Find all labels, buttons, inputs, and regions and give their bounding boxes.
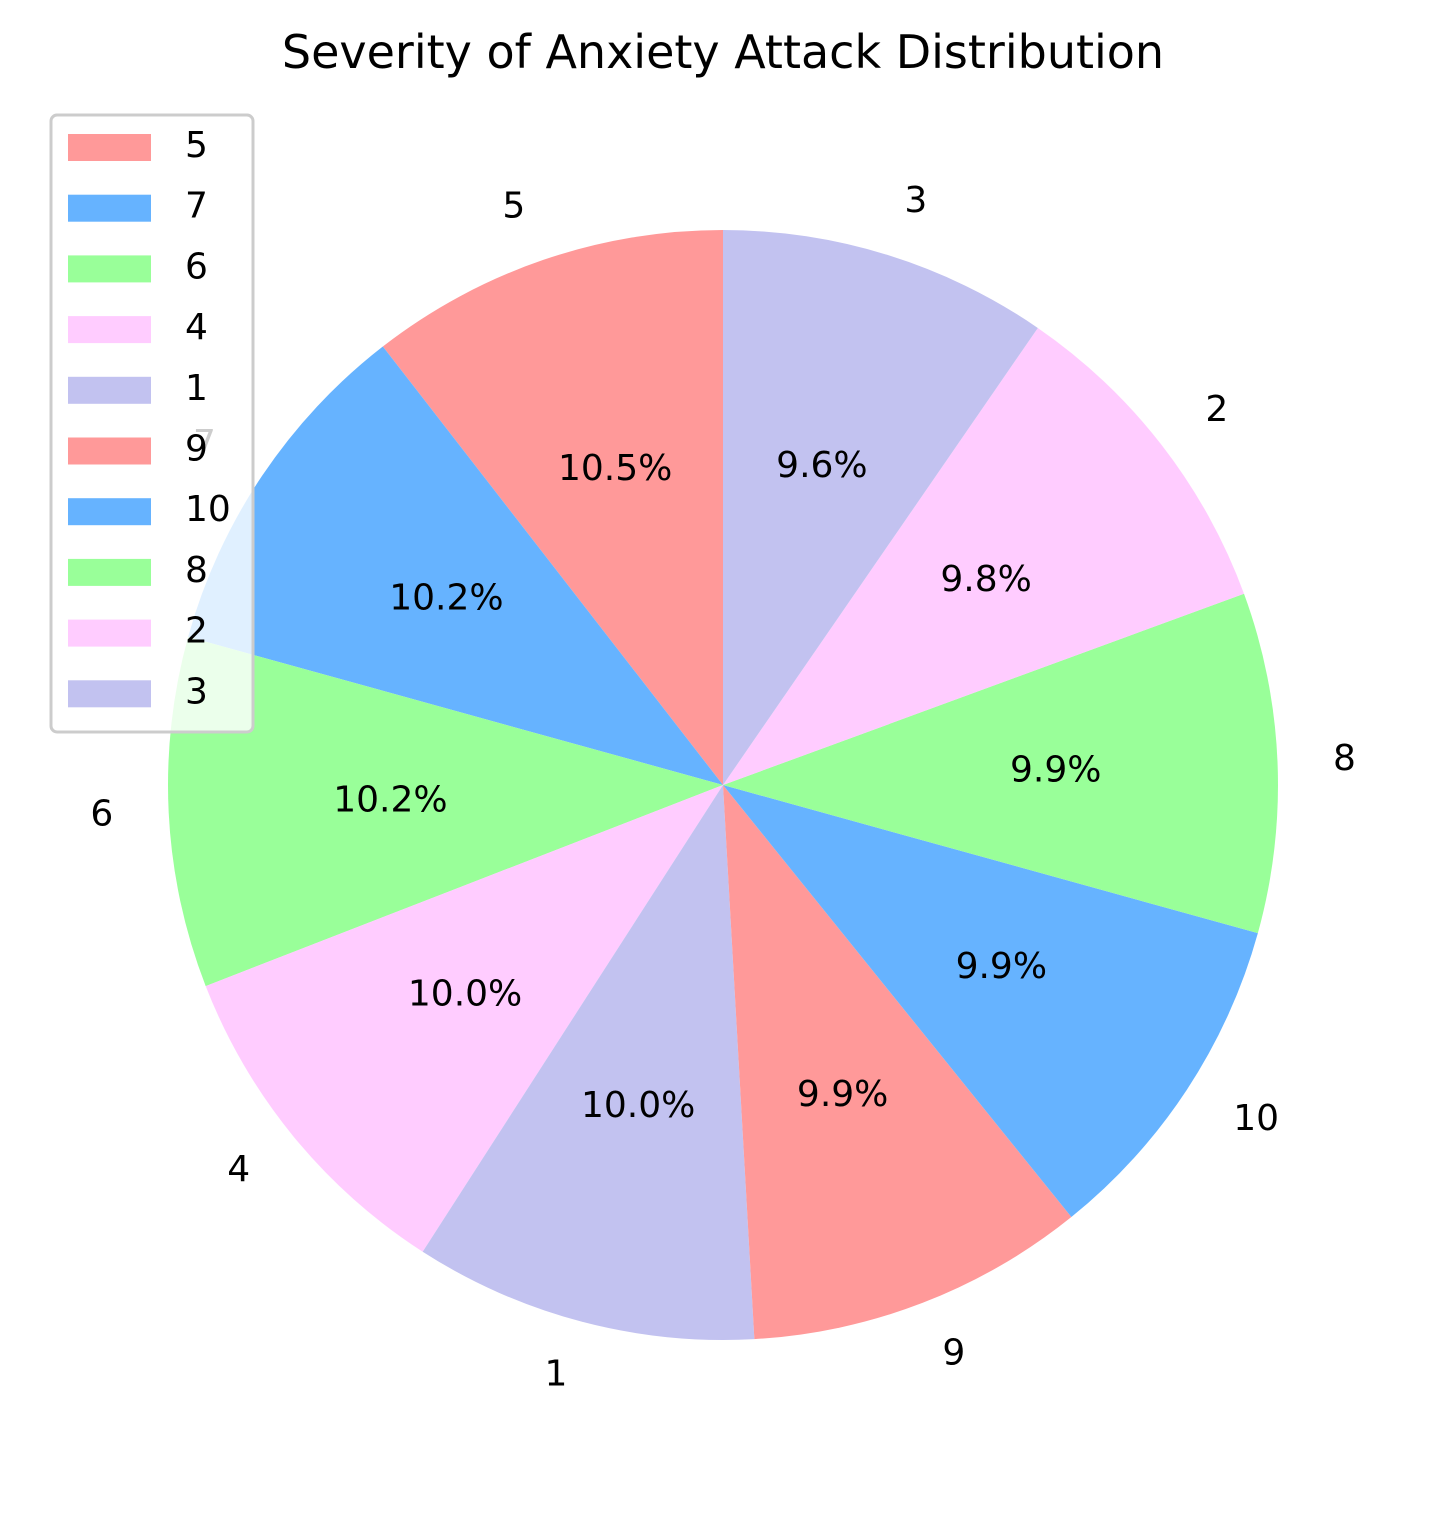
legend-label: 5 <box>185 125 208 166</box>
legend-swatch <box>68 376 151 404</box>
pie-slices <box>167 230 1278 1340</box>
legend-swatch <box>68 619 151 647</box>
legend-swatch <box>68 680 151 708</box>
legend-label: 2 <box>185 611 208 652</box>
pie-slice-6 <box>167 636 723 987</box>
pie-slice-10 <box>723 785 1258 1218</box>
pie-slice-8 <box>723 593 1278 934</box>
legend-label: 6 <box>185 246 208 287</box>
legend-swatch <box>68 194 151 222</box>
pie-slice-1 <box>422 785 755 1340</box>
slice-label: 9 <box>942 1333 965 1374</box>
chart-title: Severity of Anxiety Attack Distribution <box>282 25 1164 79</box>
pie-slice-4 <box>205 785 723 1252</box>
slice-percent-label: 10.2% <box>333 780 447 821</box>
legend-label: 1 <box>185 368 208 409</box>
pie-slice-3 <box>723 230 1038 785</box>
legend-label: 7 <box>185 186 208 227</box>
slice-percent-label: 9.9% <box>956 946 1047 987</box>
slice-percent-label: 10.0% <box>408 974 522 1015</box>
pie-slice-5 <box>382 230 723 785</box>
legend-swatch <box>68 316 151 344</box>
legend-swatch <box>68 558 151 586</box>
legend-label: 10 <box>185 489 231 530</box>
legend-swatch <box>68 437 151 465</box>
slice-percent-label: 10.5% <box>558 448 672 489</box>
legend-swatch <box>68 134 151 161</box>
slice-percent-label: 10.2% <box>389 578 503 619</box>
slice-label: 8 <box>1333 738 1356 779</box>
slice-label: 6 <box>90 794 113 835</box>
legend-swatch <box>68 255 151 283</box>
percent-labels: 10.5% 10.2% 10.2% 10.0% 10.0% 9.9% 9.9% 9.9% 9.8… <box>333 445 1101 1126</box>
slice-percent-label: 9.8% <box>940 559 1031 600</box>
pie-slice-9 <box>723 785 1072 1340</box>
slice-percent-label: 9.9% <box>797 1074 888 1115</box>
pie-slice-7 <box>188 346 723 785</box>
slice-label: 10 <box>1233 1098 1279 1139</box>
legend-label: 4 <box>185 307 208 348</box>
slice-percent-label: 9.6% <box>776 445 867 486</box>
slice-label: 4 <box>227 1149 250 1190</box>
slice-label: 3 <box>904 180 927 221</box>
legend-label: 8 <box>185 550 208 591</box>
legend-label: 3 <box>185 671 208 712</box>
slice-label: 2 <box>1205 389 1228 430</box>
slice-percent-label: 9.9% <box>1010 749 1101 790</box>
legend-swatch <box>68 498 151 526</box>
slice-percent-label: 10.0% <box>581 1085 695 1126</box>
legend: 5 7 6 4 1 9 10 8 2 3 <box>49 113 255 734</box>
pie-slice-2 <box>723 327 1244 785</box>
legend-label: 9 <box>185 429 208 470</box>
slice-label: 5 <box>502 185 525 226</box>
slice-label: 1 <box>545 1353 568 1394</box>
